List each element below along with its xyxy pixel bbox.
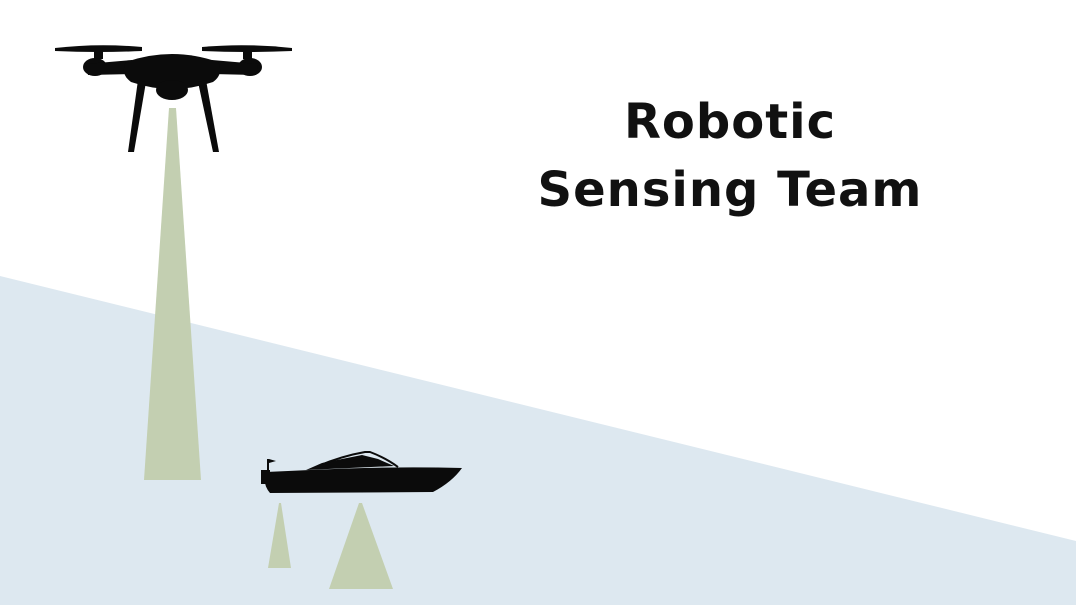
- boat-sonar-beam-large: [329, 503, 393, 589]
- drone-icon: [55, 45, 292, 152]
- title-line-2: Sensing Team: [537, 162, 923, 218]
- water-area: [0, 276, 1076, 605]
- title-line-1: Robotic: [623, 94, 837, 150]
- boat-sonar-beam-small: [268, 503, 291, 568]
- boat-icon: [261, 451, 462, 493]
- drone-sensor-beam: [144, 108, 201, 480]
